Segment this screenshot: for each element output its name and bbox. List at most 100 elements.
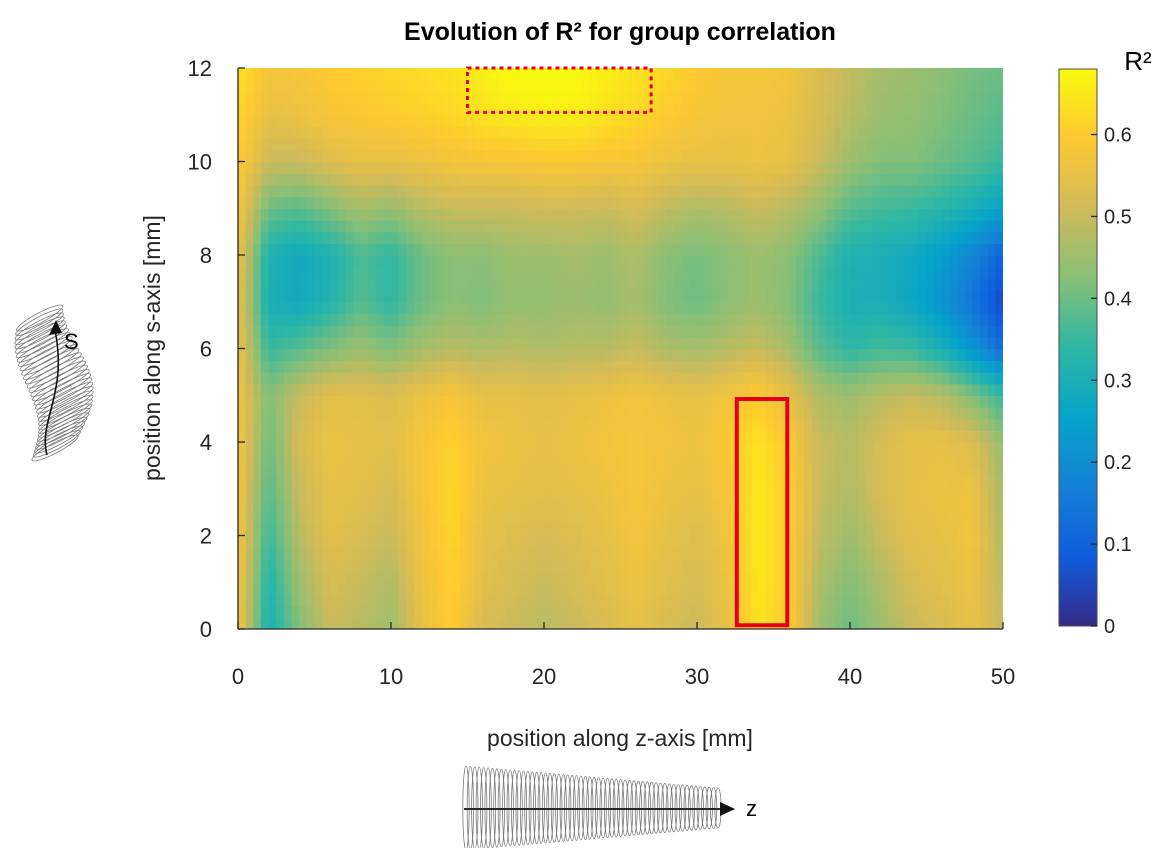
heatmap-cell xyxy=(459,547,469,560)
heatmap-cell xyxy=(413,558,423,572)
z-coil-loop xyxy=(634,780,643,836)
heatmap-cell xyxy=(482,617,492,629)
heatmap-cell xyxy=(750,290,759,303)
heatmap-cell xyxy=(391,219,400,233)
heatmap-cell xyxy=(421,605,430,619)
heatmap-cell xyxy=(566,325,576,338)
heatmap-cell xyxy=(306,278,316,291)
heatmap-cell xyxy=(260,360,270,373)
heatmap-cell xyxy=(727,325,736,338)
heatmap-cell xyxy=(742,290,752,303)
heatmap-cell xyxy=(651,465,660,478)
heatmap-cell xyxy=(788,278,798,291)
heatmap-cell xyxy=(850,360,859,373)
heatmap-cell xyxy=(566,477,576,490)
heatmap-cell xyxy=(597,266,606,280)
heatmap-cell xyxy=(758,371,767,385)
heatmap-cell xyxy=(964,430,974,443)
heatmap-cell xyxy=(857,313,866,326)
heatmap-cell xyxy=(528,512,538,525)
heatmap-cell xyxy=(697,547,706,560)
heatmap-cell xyxy=(360,582,369,595)
heatmap-cell xyxy=(383,593,392,607)
s-coil-loop xyxy=(21,344,78,376)
heatmap-cell xyxy=(528,488,538,502)
heatmap-cell xyxy=(260,395,270,408)
heatmap-cell xyxy=(528,68,538,81)
heatmap-cell xyxy=(566,617,576,629)
heatmap-cell xyxy=(589,383,599,396)
heatmap-cell xyxy=(758,488,767,502)
heatmap-cell xyxy=(268,570,277,583)
heatmap-cell xyxy=(582,255,591,268)
heatmap-cell xyxy=(329,371,339,385)
heatmap-cell xyxy=(505,547,515,560)
heatmap-cell xyxy=(291,313,300,326)
heatmap-cell xyxy=(635,138,645,151)
heatmap-cell xyxy=(329,465,339,478)
heatmap-cell xyxy=(291,243,300,256)
heatmap-cell xyxy=(758,255,767,268)
heatmap-cell xyxy=(666,605,675,619)
heatmap-cell xyxy=(704,547,713,560)
heatmap-cell xyxy=(620,138,629,151)
heatmap-cell xyxy=(498,558,507,572)
heatmap-cell xyxy=(941,208,951,221)
heatmap-cell xyxy=(796,383,805,396)
heatmap-cell xyxy=(436,255,446,268)
heatmap-cell xyxy=(643,161,652,174)
heatmap-cell xyxy=(712,547,721,560)
heatmap-cell xyxy=(436,360,446,373)
heatmap-cell xyxy=(850,582,859,595)
heatmap-cell xyxy=(750,126,759,139)
heatmap-cell xyxy=(651,301,660,315)
heatmap-cell xyxy=(704,477,713,490)
z-coil-loop xyxy=(550,773,559,843)
heatmap-cell xyxy=(352,79,362,93)
heatmap-cell xyxy=(490,547,499,560)
heatmap-cell xyxy=(827,558,836,572)
heatmap-cell xyxy=(345,512,354,525)
heatmap-cell xyxy=(482,219,492,233)
heatmap-cell xyxy=(253,605,262,619)
heatmap-cell xyxy=(345,126,354,139)
heatmap-cell xyxy=(880,266,889,280)
heatmap-cell xyxy=(758,442,767,455)
heatmap-cell xyxy=(872,477,882,490)
heatmap-cell xyxy=(872,313,882,326)
heatmap-cell xyxy=(987,371,997,385)
heatmap-cell xyxy=(368,290,377,303)
heatmap-cell xyxy=(360,371,369,385)
heatmap-cell xyxy=(949,301,958,315)
heatmap-cell xyxy=(306,114,316,128)
heatmap-cell xyxy=(987,348,997,361)
heatmap-cell xyxy=(773,325,782,338)
heatmap-cell xyxy=(544,126,553,139)
heatmap-cell xyxy=(742,231,752,245)
heatmap-cell xyxy=(283,301,293,315)
heatmap-cell xyxy=(582,196,591,209)
heatmap-cell xyxy=(544,103,553,116)
heatmap-cell xyxy=(918,126,928,139)
heatmap-cell xyxy=(918,266,928,280)
heatmap-cell xyxy=(536,395,545,408)
heatmap-cell xyxy=(666,348,675,361)
heatmap-cell xyxy=(796,617,805,629)
heatmap-cell xyxy=(842,149,851,163)
heatmap-cell xyxy=(436,79,446,93)
heatmap-cell xyxy=(689,231,698,245)
heatmap-cell xyxy=(268,138,277,151)
heatmap-cell xyxy=(895,617,905,629)
heatmap-cell xyxy=(727,91,736,104)
heatmap-cell xyxy=(612,173,622,186)
heatmap-cell xyxy=(612,477,622,490)
heatmap-cell xyxy=(987,301,997,315)
heatmap-cell xyxy=(605,219,614,233)
heatmap-cell xyxy=(972,535,981,548)
heatmap-cell xyxy=(773,582,782,595)
heatmap-cell xyxy=(513,383,522,396)
heatmap-cell xyxy=(995,219,1003,233)
heatmap-cell xyxy=(383,383,392,396)
heatmap-cell xyxy=(865,605,874,619)
heatmap-cell xyxy=(872,208,882,221)
